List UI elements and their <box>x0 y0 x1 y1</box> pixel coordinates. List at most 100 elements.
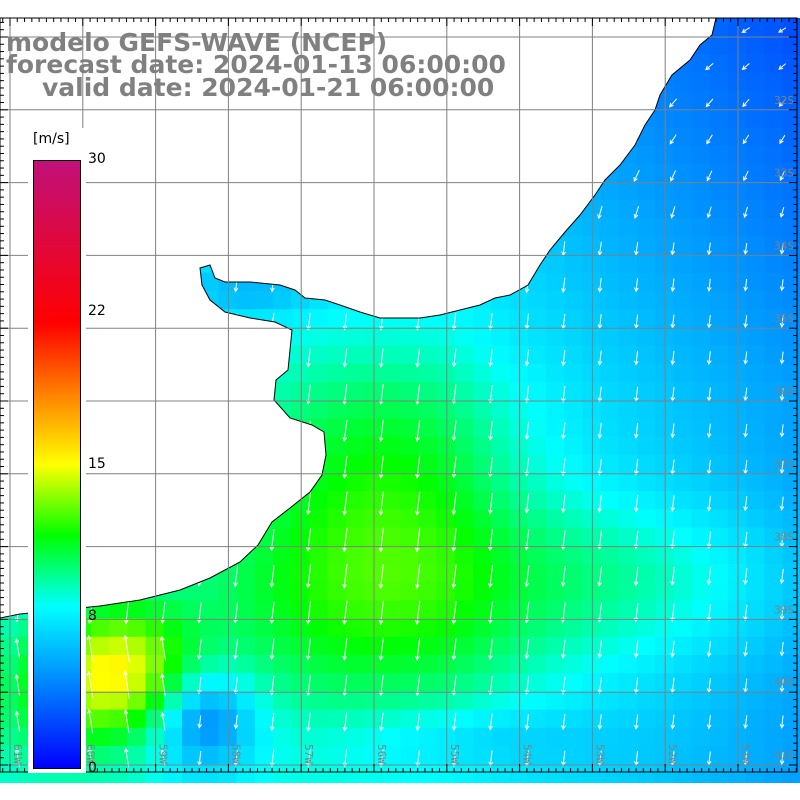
wind-speed-cell <box>673 363 693 383</box>
wind-arrow <box>779 351 785 365</box>
wind-speed-cell <box>728 236 747 256</box>
wind-speed-cell <box>746 545 765 565</box>
wind-speed-cell <box>728 418 747 438</box>
wind-arrow <box>743 604 748 622</box>
wind-speed-cell <box>200 600 219 620</box>
wind-arrow <box>87 708 94 734</box>
wind-speed-cell <box>455 454 474 474</box>
wind-speed-cell <box>582 254 602 274</box>
wind-speed-cell <box>728 327 747 347</box>
land-coastline <box>0 17 717 619</box>
wind-speed-cell <box>582 709 602 729</box>
wind-arrow <box>633 423 639 439</box>
wind-speed-cell <box>764 600 784 620</box>
wind-speed-cell <box>618 709 638 729</box>
wind-arrow <box>233 565 239 588</box>
wind-arrow <box>779 170 785 182</box>
wind-speed-cell <box>618 673 638 692</box>
wind-speed-cell <box>673 691 693 711</box>
wind-speed-cell <box>364 655 383 674</box>
wind-speed-cell <box>691 54 711 74</box>
wind-speed-cell <box>709 36 729 55</box>
wind-speed-cell <box>637 218 656 237</box>
latitude-label: 41S <box>774 749 794 762</box>
wind-speed-cell <box>127 673 147 692</box>
wind-speed-cell <box>618 454 638 474</box>
wind-arrow <box>123 709 130 733</box>
wind-speed-cell <box>254 673 274 692</box>
wind-speed-cell <box>691 400 711 419</box>
wind-speed-cell <box>600 691 620 711</box>
wind-speed-cell <box>618 163 638 183</box>
wind-arrow <box>743 641 748 657</box>
wind-arrow <box>779 279 785 292</box>
wind-speed-cell <box>455 709 474 729</box>
wind-speed-cell <box>109 655 128 674</box>
wind-speed-cell <box>418 582 438 601</box>
wind-speed-cell <box>637 473 656 492</box>
wind-speed-cell <box>527 545 547 565</box>
wind-speed-cell <box>418 564 438 583</box>
wind-speed-cell <box>491 545 511 565</box>
wind-speed-cell <box>473 618 492 638</box>
wind-speed-cell <box>327 436 347 456</box>
wind-speed-cell <box>218 746 238 765</box>
wind-speed-cell <box>236 727 256 747</box>
wind-speed-cell <box>709 236 729 256</box>
wind-speed-cell <box>546 545 565 565</box>
wind-speed-cell <box>327 691 347 711</box>
wind-speed-cell <box>782 436 800 456</box>
wind-speed-cell <box>491 473 511 492</box>
wind-speed-cell <box>127 727 147 747</box>
wind-speed-cell <box>600 254 620 274</box>
wind-arrow <box>743 351 749 365</box>
wind-arrow <box>123 634 130 663</box>
wind-speed-cell <box>728 491 747 510</box>
longitude-label: 60W <box>84 744 97 764</box>
wind-speed-cell <box>618 600 638 620</box>
wind-speed-cell <box>163 691 183 711</box>
wind-arrow <box>159 635 166 661</box>
wind-speed-cell <box>728 218 747 237</box>
wind-speed-cell <box>564 363 583 383</box>
wind-arrow <box>670 423 676 439</box>
wind-speed-cell <box>291 382 310 401</box>
wind-speed-cell <box>509 473 529 492</box>
wind-speed-cell <box>691 600 711 620</box>
wind-arrow <box>233 638 239 660</box>
wind-speed-cell <box>91 691 110 711</box>
wind-speed-cell <box>91 709 110 729</box>
wind-arrow <box>777 27 787 33</box>
wind-speed-cell <box>782 764 800 783</box>
wind-speed-cell <box>746 109 765 128</box>
wind-arrow <box>634 278 639 293</box>
wind-speed-cell <box>691 709 711 729</box>
wind-speed-cell <box>673 272 693 292</box>
wind-speed-cell <box>728 436 747 456</box>
wind-speed-cell <box>418 673 438 692</box>
wind-speed-cell <box>709 272 729 292</box>
wind-arrow <box>633 640 639 659</box>
wind-arrow <box>488 421 493 441</box>
wind-arrow <box>779 496 785 511</box>
wind-speed-cell <box>600 545 620 565</box>
wind-arrow <box>415 600 421 626</box>
wind-speed-cell <box>109 673 128 692</box>
wind-speed-cell <box>163 600 183 620</box>
map-frame <box>0 17 798 773</box>
wind-speed-cell <box>764 72 784 92</box>
wind-speed-cell <box>709 454 729 474</box>
wind-arrow <box>415 637 421 661</box>
wind-speed-cell <box>728 709 747 729</box>
wind-speed-cell <box>254 582 274 601</box>
wind-speed-cell <box>655 709 674 729</box>
wind-speed-cell <box>473 727 492 747</box>
wind-speed-cell <box>764 218 784 237</box>
wind-speed-cell <box>0 709 19 729</box>
wind-speed-cell <box>655 764 674 783</box>
latitude-labels: 32S 33S 34S 35S 36S 37S 38S 39S 40S 41S <box>774 94 794 762</box>
wind-speed-cell <box>382 673 401 692</box>
wind-speed-cell <box>491 764 511 783</box>
wind-speed-cell <box>182 746 201 765</box>
